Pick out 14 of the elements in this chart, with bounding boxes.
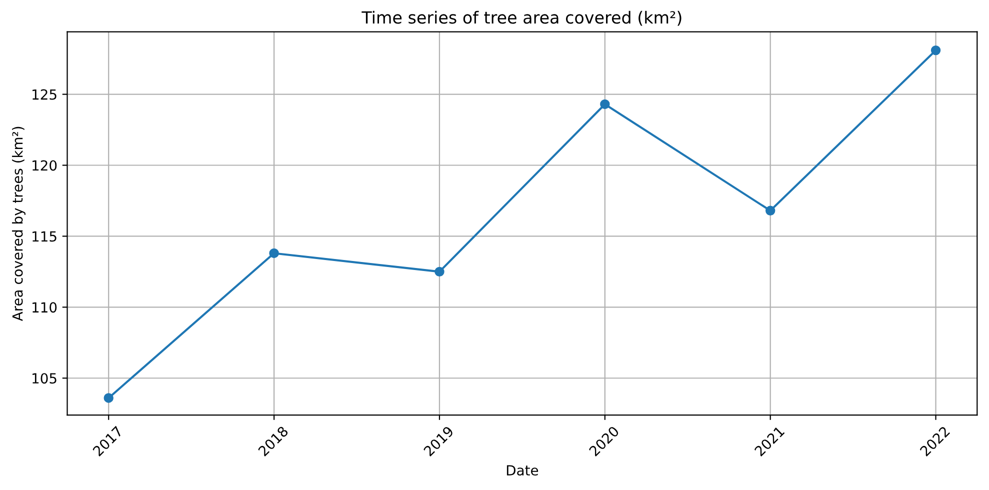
y-tick-label: 125 xyxy=(32,89,56,100)
point xyxy=(269,248,279,258)
point xyxy=(765,206,776,216)
point xyxy=(930,45,941,56)
point xyxy=(600,99,610,110)
chart-title: Time series of tree area covered (km²) xyxy=(362,10,682,26)
point xyxy=(104,393,114,403)
y-tick-label: 110 xyxy=(32,302,57,313)
y-tick-label: 115 xyxy=(32,231,56,242)
x-axis-title: Date xyxy=(506,465,538,476)
y-tick-label: 120 xyxy=(32,160,57,171)
y-tick-label: 105 xyxy=(32,373,56,384)
y-axis-title: Area covered by trees (km²) xyxy=(12,126,26,322)
point xyxy=(434,266,444,277)
